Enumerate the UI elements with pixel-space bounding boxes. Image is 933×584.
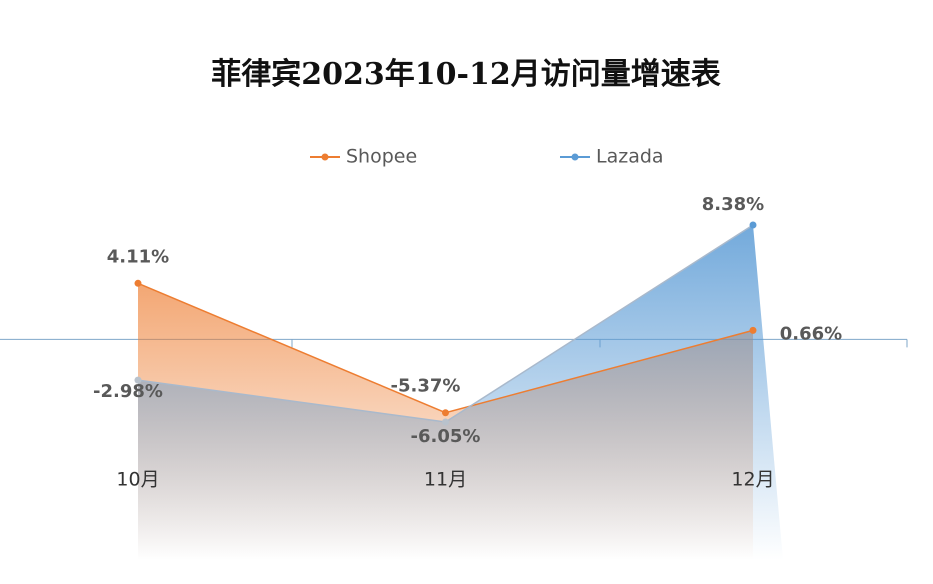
marker — [749, 221, 757, 229]
marker — [749, 326, 757, 334]
legend-label: Shopee — [346, 146, 417, 168]
marker — [134, 376, 142, 384]
value-label: 8.38% — [702, 194, 764, 215]
legend-marker — [571, 153, 579, 161]
value-label: 4.11% — [107, 246, 169, 267]
value-label: -6.05% — [411, 426, 481, 447]
x-tick-label: 11月 — [424, 469, 467, 491]
marker — [442, 418, 449, 426]
series-area — [138, 225, 783, 560]
marker — [442, 409, 449, 417]
legend-marker — [321, 153, 329, 161]
value-label: -2.98% — [93, 381, 163, 402]
value-label: 0.66% — [780, 323, 842, 344]
marker — [134, 279, 142, 287]
x-tick-label: 10月 — [116, 469, 159, 491]
chart-title: 菲律宾2023年10-12月访问量增速表 — [211, 57, 720, 92]
x-tick-label: 12月 — [731, 469, 774, 491]
value-label: -5.37% — [391, 376, 461, 397]
legend-label: Lazada — [596, 146, 664, 168]
